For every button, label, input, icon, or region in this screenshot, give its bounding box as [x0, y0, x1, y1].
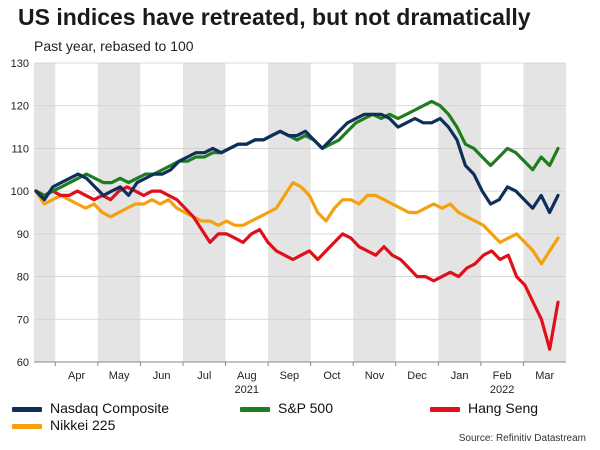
legend-label-sp500: S&P 500: [278, 400, 334, 416]
x-tick-label: Aug: [237, 370, 257, 382]
x-tick-label: Dec: [407, 370, 427, 382]
legend-swatch-nikkei: [12, 423, 42, 429]
legend-item-nikkei: Nikkei 225: [12, 417, 115, 433]
y-tick-label: 90: [17, 229, 29, 241]
legend-swatch-nasdaq: [12, 406, 42, 412]
y-tick-label: 70: [17, 314, 29, 326]
legend-label-hangseng: Hang Seng: [468, 400, 539, 416]
legend-item-sp500: S&P 500: [240, 400, 333, 416]
legend-item-hangseng: Hang Seng: [430, 400, 538, 416]
legend-item-nasdaq: Nasdaq Composite: [12, 400, 169, 416]
month-band: [523, 63, 566, 362]
year-label: 2021: [235, 384, 259, 396]
y-tick-label: 80: [17, 272, 29, 284]
series-line-nasdaq-composite: [34, 112, 560, 215]
legend-swatch-hangseng: [430, 406, 460, 412]
legend-swatch-sp500: [240, 406, 270, 412]
series-line-nikkei-225: [34, 181, 560, 266]
y-tick-label: 60: [17, 357, 29, 369]
month-band: [268, 63, 311, 362]
y-tick-label: 110: [11, 143, 29, 155]
chart-title: US indices have retreated, but not drama…: [18, 4, 531, 30]
legend-label-nasdaq: Nasdaq Composite: [50, 400, 170, 416]
y-tick-label: 120: [11, 101, 29, 113]
x-tick-label: Jun: [153, 370, 171, 382]
series-line-s-p-500: [34, 99, 560, 197]
x-tick-label: Nov: [365, 370, 385, 382]
x-tick-label: Jan: [451, 370, 469, 382]
x-tick-label: Mar: [535, 370, 554, 382]
month-band: [34, 63, 56, 362]
x-tick-label: Feb: [493, 370, 512, 382]
x-tick-label: May: [109, 370, 130, 382]
x-tick-label: Oct: [323, 370, 340, 382]
x-tick-label: Sep: [280, 370, 300, 382]
x-tick-label: Apr: [68, 370, 85, 382]
month-band: [353, 63, 396, 362]
x-tick-label: Jul: [197, 370, 211, 382]
y-tick-label: 100: [11, 186, 29, 198]
source-note: Source: Refinitiv Datastream: [458, 433, 586, 444]
year-label: 2022: [490, 384, 514, 396]
chart-subtitle: Past year, rebased to 100: [34, 38, 194, 54]
legend-label-nikkei: Nikkei 225: [50, 417, 116, 433]
y-tick-label: 130: [11, 58, 29, 70]
